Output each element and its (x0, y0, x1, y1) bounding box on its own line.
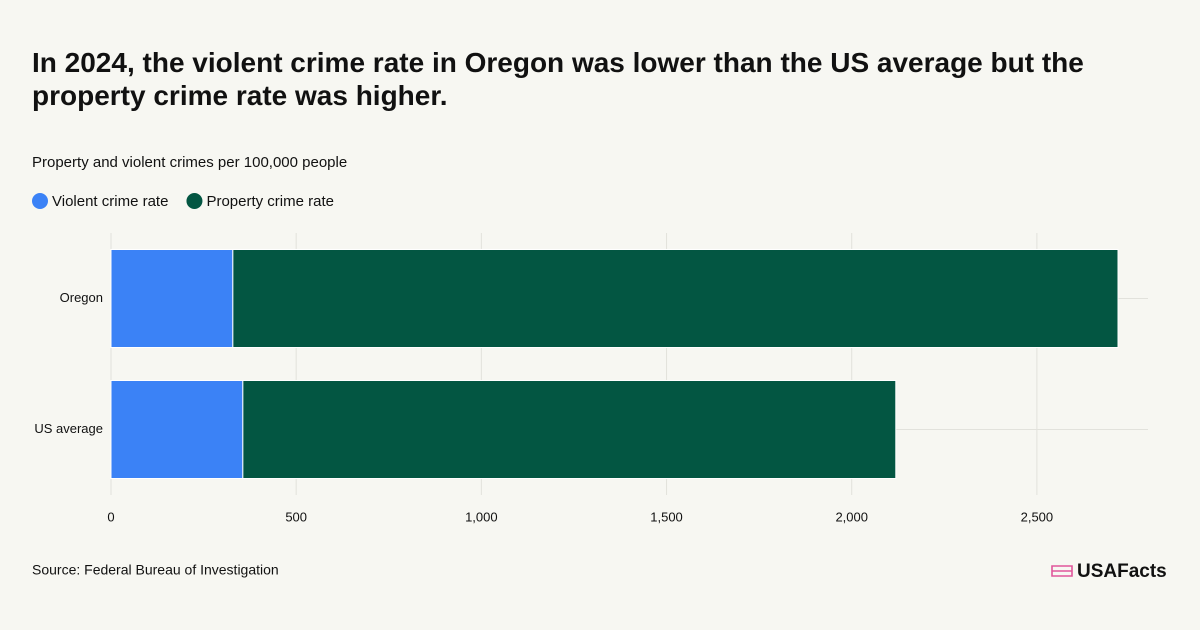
legend-swatch (186, 193, 203, 209)
bar-segment (232, 249, 1119, 348)
y-tick-label: US average (34, 421, 103, 436)
logo-icon (1051, 565, 1073, 577)
chart-title: In 2024, the violent crime rate in Orego… (32, 47, 1084, 111)
chart-subtitle: Property and violent crimes per 100,000 … (32, 154, 347, 171)
x-tick-label: 1,500 (650, 509, 683, 524)
bar-segment (242, 380, 897, 479)
logo: USAFacts (1077, 561, 1167, 582)
source: Source: Federal Bureau of Investigation (32, 562, 279, 578)
title-box: In 2024, the violent crime rate in Orego… (32, 47, 1084, 111)
bar-segment (110, 249, 234, 348)
bar-segment (110, 380, 244, 479)
x-tick-label: 0 (107, 509, 114, 524)
x-tick-label: 2,000 (835, 509, 868, 524)
legend-swatch (32, 193, 48, 209)
legend-label: Property crime rate (206, 193, 334, 210)
x-tick-label: 1,000 (465, 509, 498, 524)
y-tick-label: Oregon (60, 290, 103, 305)
x-tick-label: 500 (285, 509, 307, 524)
legend-label: Violent crime rate (52, 193, 168, 210)
x-tick-label: 2,500 (1021, 509, 1054, 524)
